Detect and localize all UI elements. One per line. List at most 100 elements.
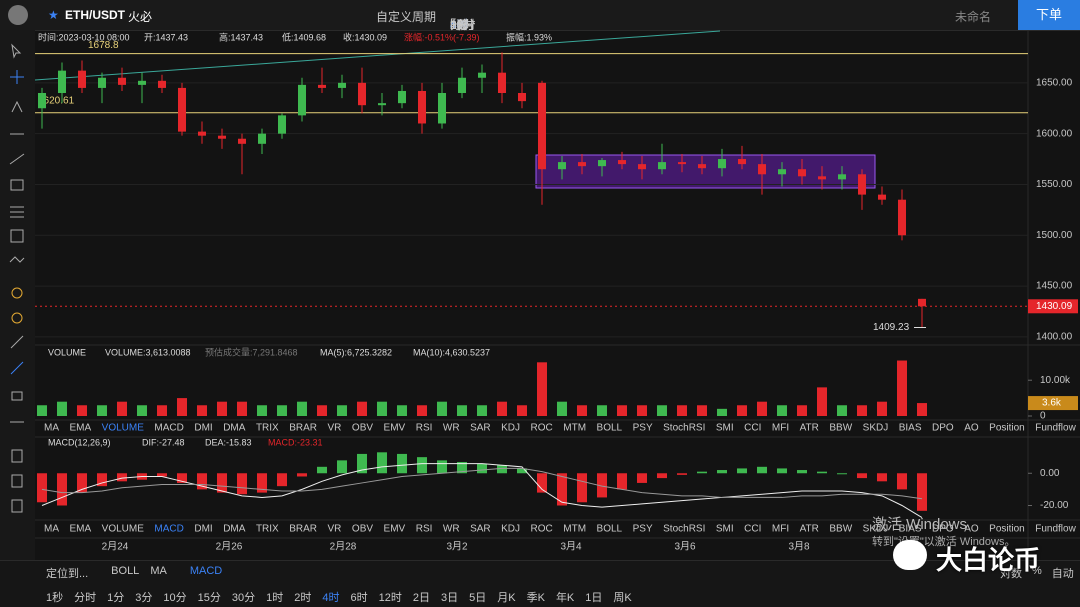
indicator-tab[interactable]: BIAS <box>899 423 922 434</box>
indicator-tab[interactable]: BIAS <box>899 524 922 535</box>
indicator-tab[interactable]: WR <box>443 524 460 535</box>
interval[interactable]: 4时 <box>322 592 340 604</box>
interval[interactable]: 季K <box>526 592 545 604</box>
indicator-tab[interactable]: MFI <box>772 423 789 434</box>
interval[interactable]: 30分 <box>231 592 256 604</box>
indicator-tab[interactable]: EMV <box>384 524 406 535</box>
indicator-tab[interactable]: Fundflow <box>1035 423 1076 434</box>
layout-name[interactable]: 未命名 <box>955 10 992 24</box>
interval[interactable]: 1分 <box>450 18 469 32</box>
interval[interactable]: 1时 <box>266 592 284 604</box>
indicator-tab[interactable]: SMI <box>716 524 734 535</box>
interval[interactable]: 2时 <box>450 18 469 32</box>
indicator-tab[interactable]: MA <box>44 423 59 434</box>
indicator-tab[interactable]: BBW <box>829 524 852 535</box>
order-button[interactable]: 下单 <box>1018 0 1080 30</box>
interval[interactable]: 2日 <box>412 592 430 604</box>
interval[interactable]: 2日 <box>450 18 469 32</box>
interval[interactable]: 3分 <box>450 18 469 32</box>
indicator-tab[interactable]: SMI <box>716 423 734 434</box>
interval[interactable]: 1分 <box>107 592 125 604</box>
indicator-tab[interactable]: TRIX <box>256 524 279 535</box>
interval[interactable]: 1日 <box>585 592 603 604</box>
indicator-tab[interactable]: EMA <box>70 524 92 535</box>
study[interactable]: BOLL <box>111 565 140 577</box>
interval[interactable]: 分时 <box>74 592 97 604</box>
interval[interactable]: 4时 <box>450 18 469 32</box>
indicator-tab[interactable]: DMA <box>223 423 246 434</box>
indicator-tab[interactable]: DMI <box>194 423 212 434</box>
indicator-tab[interactable]: RSI <box>416 423 433 434</box>
indicator-tab[interactable]: MACD <box>154 524 183 535</box>
interval[interactable]: 1秒 <box>450 18 469 32</box>
indicator-tab[interactable]: VR <box>328 524 342 535</box>
indicator-tab[interactable]: MA <box>44 524 59 535</box>
interval[interactable]: 12时 <box>378 592 402 604</box>
interval[interactable]: 分时 <box>450 18 475 32</box>
indicator-tab[interactable]: MTM <box>563 423 586 434</box>
indicator-tab[interactable]: BOLL <box>597 423 623 434</box>
indicator-tab[interactable]: SKDJ <box>863 423 889 434</box>
interval[interactable]: 10分 <box>163 592 187 604</box>
indicator-tab[interactable]: KDJ <box>501 524 520 535</box>
locate-button[interactable]: 定位到... <box>46 568 89 580</box>
study[interactable]: MACD <box>189 565 223 577</box>
interval[interactable]: 6时 <box>350 592 368 604</box>
indicator-tab[interactable]: OBV <box>352 524 373 535</box>
interval[interactable]: 周K <box>613 592 632 604</box>
indicator-tab[interactable]: Position <box>989 524 1025 535</box>
interval[interactable]: 12时 <box>450 18 476 32</box>
indicator-tab[interactable]: KDJ <box>501 423 520 434</box>
interval[interactable]: 30分 <box>450 18 476 32</box>
custom-period[interactable]: 自定义周期 <box>376 10 437 24</box>
indicator-tab[interactable]: TRIX <box>256 423 279 434</box>
interval[interactable]: 3日 <box>441 592 459 604</box>
indicator-tab[interactable]: Position <box>989 423 1025 434</box>
indicator-tab[interactable]: DPO <box>932 524 954 535</box>
indicator-tab[interactable]: ROC <box>531 423 553 434</box>
indicator-tab[interactable]: PSY <box>633 524 653 535</box>
indicator-tab[interactable]: ATR <box>800 423 819 434</box>
indicator-tab[interactable]: PSY <box>633 423 653 434</box>
indicator-tab[interactable]: AO <box>964 524 979 535</box>
interval[interactable]: 15分 <box>450 18 476 32</box>
indicator-tab[interactable]: SKDJ <box>863 524 889 535</box>
scale-option[interactable]: % <box>1032 565 1042 577</box>
interval[interactable]: 年K <box>555 592 575 604</box>
interval[interactable]: 10分 <box>450 18 476 32</box>
interval[interactable]: 月K <box>497 592 516 604</box>
indicator-tab[interactable]: VOLUME <box>102 423 145 434</box>
scale-option[interactable]: 对数 <box>1000 568 1022 580</box>
symbol[interactable]: ETH/USDT <box>65 8 125 22</box>
indicator-tab[interactable]: DMA <box>223 524 246 535</box>
interval[interactable]: 5日 <box>469 592 487 604</box>
interval[interactable]: 6时 <box>450 18 469 32</box>
interval[interactable]: 5s <box>450 16 463 30</box>
indicator-tab[interactable]: BOLL <box>597 524 623 535</box>
indicator-tab[interactable]: VR <box>328 423 342 434</box>
indicator-tab[interactable]: EMA <box>70 423 92 434</box>
indicator-tab[interactable]: AO <box>964 423 979 434</box>
indicator-tab[interactable]: StochRSI <box>663 524 705 535</box>
indicator-tab[interactable]: ROC <box>531 524 553 535</box>
study[interactable]: MA <box>150 565 167 577</box>
indicator-tab[interactable]: BRAR <box>289 524 317 535</box>
indicator-tab[interactable]: VOLUME <box>102 524 145 535</box>
indicator-tab[interactable]: BBW <box>829 423 852 434</box>
indicator-tab[interactable]: Fundflow <box>1035 524 1076 535</box>
indicator-tab[interactable]: MTM <box>563 524 586 535</box>
star-icon[interactable]: ★ <box>48 8 59 22</box>
indicator-tab[interactable]: MACD <box>154 423 183 434</box>
indicator-tab[interactable]: DPO <box>932 423 954 434</box>
indicator-tab[interactable]: ATR <box>800 524 819 535</box>
scale-option[interactable]: 自动 <box>1051 568 1074 580</box>
indicator-tab[interactable]: DMI <box>194 524 212 535</box>
interval[interactable]: 1秒 <box>46 592 64 604</box>
interval[interactable]: 1时 <box>450 18 469 32</box>
indicator-tab[interactable]: OBV <box>352 423 373 434</box>
interval[interactable]: 3分 <box>135 592 153 604</box>
indicator-tab[interactable]: SAR <box>470 524 491 535</box>
indicator-tab[interactable]: BRAR <box>289 423 317 434</box>
interval[interactable]: 15分 <box>197 592 221 604</box>
indicator-tab[interactable]: CCI <box>744 524 761 535</box>
